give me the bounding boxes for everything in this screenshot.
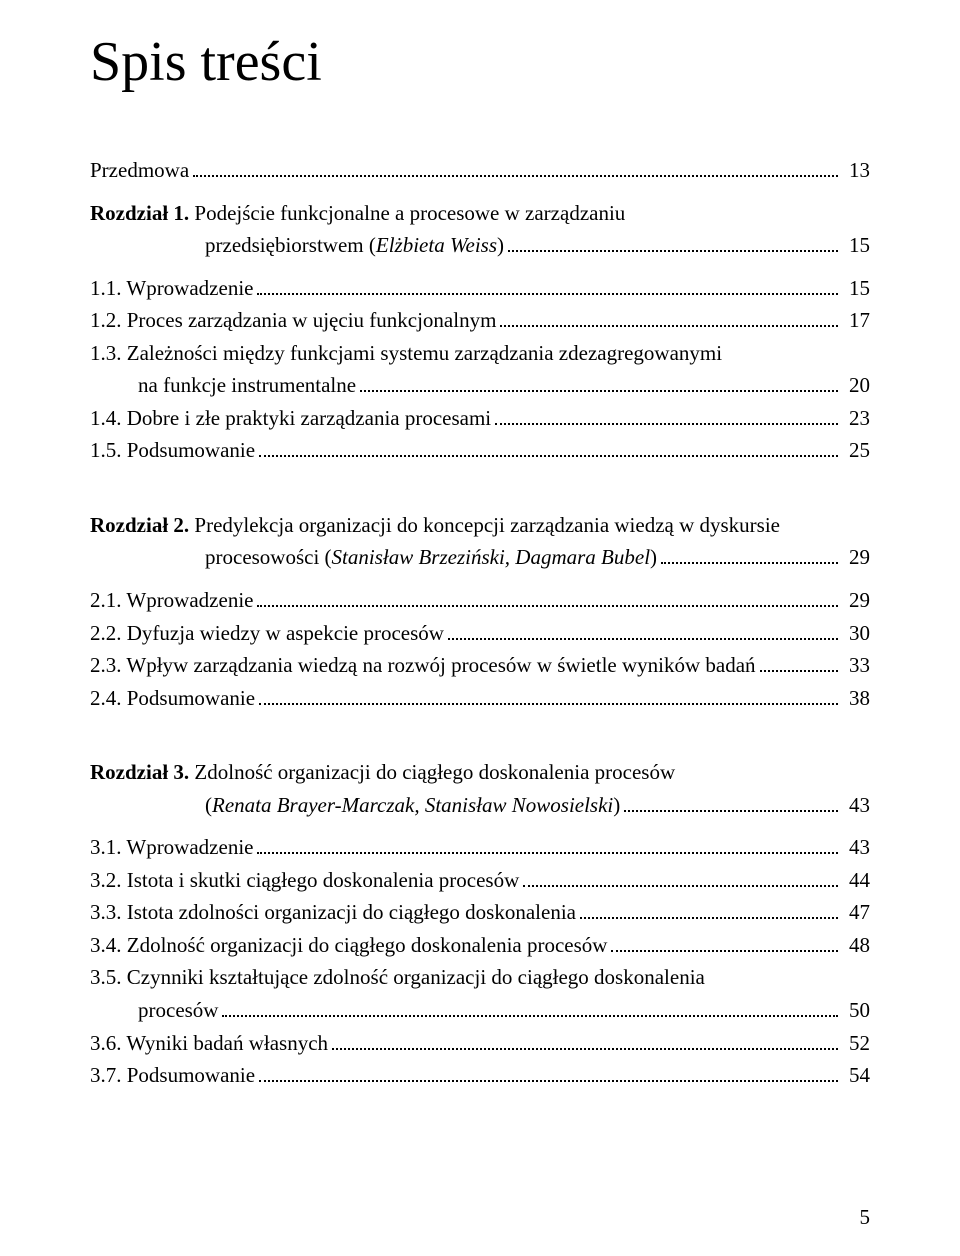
toc-page: Spis treści Przedmowa 13 Rozdział 1. Podej… [0,0,960,1256]
dot-leader [495,406,838,425]
toc-entry: 2.2. Dyfuzja wiedzy w aspekcie procesów 3… [90,617,870,650]
dot-leader [448,621,838,640]
toc-entry: 3.3. Istota zdolności organizacji do cią… [90,896,870,929]
toc-page-number: 29 [842,584,870,617]
toc-page-number: 38 [842,682,870,715]
toc-entry: na funkcje instrumentalne 20 [90,369,870,402]
dot-leader [508,233,838,252]
dot-leader [624,793,838,812]
toc-label: 3.2. Istota i skutki ciągłego doskonalen… [90,864,519,897]
toc-label: Przedmowa [90,154,189,187]
page-title: Spis treści [90,30,870,94]
toc-entry: Rozdział 2. Predylekcja organizacji do k… [90,509,870,542]
toc-label: 3.3. Istota zdolności organizacji do cią… [90,896,576,929]
toc-label: (Renata Brayer-Marczak, Stanisław Nowosi… [205,789,620,822]
toc-page-number: 43 [842,831,870,864]
toc-page-number: 29 [842,541,870,574]
toc-label: 1.4. Dobre i złe praktyki zarządzania pr… [90,402,491,435]
toc-entry: 2.3. Wpływ zarządzania wiedzą na rozwój … [90,649,870,682]
page-number: 5 [860,1205,871,1230]
toc-page-number: 52 [842,1027,870,1060]
toc-entry: 1.5. Podsumowanie 25 [90,434,870,467]
toc-label: 2.3. Wpływ zarządzania wiedzą na rozwój … [90,649,756,682]
toc-entry: 1.2. Proces zarządzania w ujęciu funkcjo… [90,304,870,337]
toc-label: 3.7. Podsumowanie [90,1059,255,1092]
dot-leader [760,653,838,672]
dot-leader [259,1063,838,1082]
toc-page-number: 43 [842,789,870,822]
toc-entry: 3.4. Zdolność organizacji do ciągłego do… [90,929,870,962]
toc-page-number: 15 [842,229,870,262]
toc-entry: 2.1. Wprowadzenie 29 [90,584,870,617]
dot-leader [257,588,838,607]
toc-entry: Rozdział 1. Podejście funkcjonalne a pro… [90,197,870,230]
toc-page-number: 20 [842,369,870,402]
toc-entry: przedsiębiorstwem (Elżbieta Weiss) 15 [90,229,870,262]
toc-label: Rozdział 2. Predylekcja organizacji do k… [90,509,780,542]
toc-label: 2.2. Dyfuzja wiedzy w aspekcie procesów [90,617,444,650]
toc-page-number: 54 [842,1059,870,1092]
toc-label: 3.1. Wprowadzenie [90,831,253,864]
toc-label: 1.3. Zależności między funkcjami systemu… [90,337,722,370]
toc-label: 3.6. Wyniki badań własnych [90,1027,328,1060]
toc-page-number: 30 [842,617,870,650]
toc-label: przedsiębiorstwem (Elżbieta Weiss) [205,229,504,262]
toc-label: 3.5. Czynniki kształtujące zdolność orga… [90,961,705,994]
toc-label: 1.1. Wprowadzenie [90,272,253,305]
toc-entry: (Renata Brayer-Marczak, Stanisław Nowosi… [90,789,870,822]
dot-leader [580,901,838,920]
dot-leader [257,836,838,855]
toc-entry: 2.4. Podsumowanie 38 [90,682,870,715]
toc-entry: Rozdział 3. Zdolność organizacji do ciąg… [90,756,870,789]
toc-page-number: 47 [842,896,870,929]
dot-leader [661,546,838,565]
toc-entry: 1.1. Wprowadzenie 15 [90,272,870,305]
dot-leader [259,686,838,705]
toc-entry: 3.5. Czynniki kształtujące zdolność orga… [90,961,870,994]
dot-leader [259,439,838,458]
toc-entry: Przedmowa 13 [90,154,870,187]
toc-label: 1.2. Proces zarządzania w ujęciu funkcjo… [90,304,496,337]
toc-page-number: 25 [842,434,870,467]
toc-label: na funkcje instrumentalne [138,369,356,402]
dot-leader [611,933,838,952]
toc-label: procesów [138,994,218,1027]
toc-label: 1.5. Podsumowanie [90,434,255,467]
toc-page-number: 23 [842,402,870,435]
toc-container: Przedmowa 13 Rozdział 1. Podejście funkcjo… [90,154,870,1092]
dot-leader [360,373,838,392]
toc-entry: 3.1. Wprowadzenie 43 [90,831,870,864]
toc-page-number: 33 [842,649,870,682]
toc-page-number: 50 [842,994,870,1027]
toc-page-number: 13 [842,154,870,187]
dot-leader [257,276,838,295]
toc-label: 3.4. Zdolność organizacji do ciągłego do… [90,929,607,962]
toc-label: Rozdział 1. Podejście funkcjonalne a pro… [90,197,625,230]
dot-leader [193,158,838,177]
toc-page-number: 48 [842,929,870,962]
toc-entry: procesowości (Stanisław Brzeziński, Dagm… [90,541,870,574]
toc-entry: 1.4. Dobre i złe praktyki zarządzania pr… [90,402,870,435]
dot-leader [500,308,838,327]
toc-label: 2.4. Podsumowanie [90,682,255,715]
toc-page-number: 15 [842,272,870,305]
toc-label: 2.1. Wprowadzenie [90,584,253,617]
toc-entry: 3.6. Wyniki badań własnych 52 [90,1027,870,1060]
toc-label: procesowości (Stanisław Brzeziński, Dagm… [205,541,657,574]
toc-entry: procesów 50 [90,994,870,1027]
toc-label: Rozdział 3. Zdolność organizacji do ciąg… [90,756,675,789]
dot-leader [332,1031,838,1050]
toc-entry: 1.3. Zależności między funkcjami systemu… [90,337,870,370]
toc-page-number: 44 [842,864,870,897]
toc-entry: 3.7. Podsumowanie 54 [90,1059,870,1092]
toc-entry: 3.2. Istota i skutki ciągłego doskonalen… [90,864,870,897]
toc-page-number: 17 [842,304,870,337]
dot-leader [523,868,838,887]
dot-leader [222,998,838,1017]
